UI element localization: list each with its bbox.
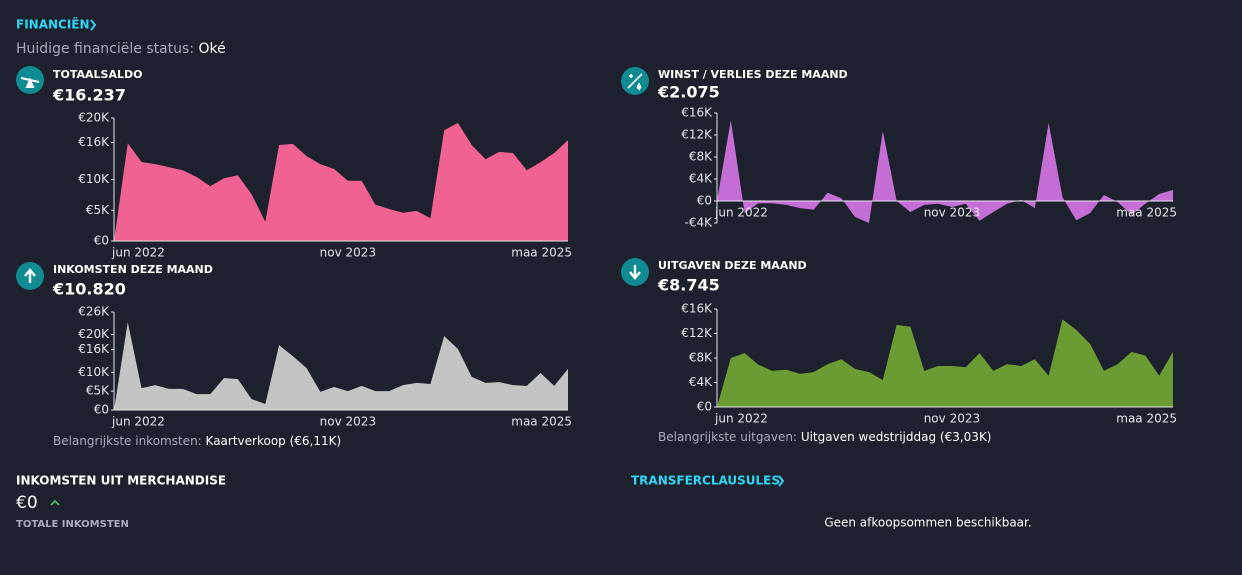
x-tick-label: maa 2025	[511, 415, 572, 429]
y-tick-label: €26K	[78, 305, 110, 319]
panel-amount: €16.237	[52, 86, 126, 105]
y-tick-label: €16K	[78, 342, 110, 356]
note-label: Belangrijkste inkomsten:	[53, 434, 202, 448]
y-tick-label: -€4K	[685, 216, 714, 230]
y-tick-label: €20K	[78, 327, 110, 341]
x-tick-label: jun 2022	[714, 206, 768, 220]
x-tick-label: nov 2023	[924, 206, 980, 220]
note: Belangrijkste uitgaven: Uitgaven wedstri…	[658, 430, 992, 444]
chevron[interactable]	[90, 19, 97, 31]
y-tick-label: €4K	[689, 375, 713, 389]
merch-title: INKOMSTEN UIT MERCHANDISE	[16, 474, 226, 488]
x-tick-label: nov 2023	[320, 415, 376, 429]
area	[114, 322, 568, 410]
panel-amount: €10.820	[52, 280, 126, 299]
y-tick-label: €16K	[681, 106, 713, 120]
y-tick-label: €8K	[689, 150, 713, 164]
icon-expense	[621, 258, 649, 286]
y-tick-label: €16K	[78, 135, 110, 149]
x-tick-label: jun 2022	[111, 415, 165, 429]
note: Belangrijkste inkomsten: Kaartverkoop (€…	[53, 434, 341, 448]
y-tick-label: €0	[94, 403, 109, 417]
section-title[interactable]: FINANCIËN	[16, 17, 90, 32]
note-label: Belangrijkste uitgaven:	[658, 430, 797, 444]
x-tick-label: jun 2022	[714, 412, 768, 426]
status: Huidige financiële status: Oké	[16, 41, 226, 57]
status-label: Huidige financiële status:	[16, 41, 194, 57]
icon-profit-loss	[621, 67, 649, 95]
area	[114, 122, 568, 241]
icon-income	[16, 262, 44, 290]
x-tick-label: jun 2022	[111, 246, 165, 260]
area	[717, 120, 1173, 223]
note-value: Kaartverkoop (€6,11K)	[206, 434, 342, 448]
y-tick-label: €16K	[681, 302, 713, 316]
y-tick-label: €0	[697, 400, 712, 414]
x-tick-label: maa 2025	[1116, 412, 1177, 426]
merch-caption: TOTALE INKOMSTEN	[16, 519, 129, 530]
y-tick-label: €12K	[681, 326, 713, 340]
y-tick-label: €10K	[78, 365, 110, 379]
y-tick-label: €0	[697, 194, 712, 208]
panel-title: TOTAALSALDO	[53, 68, 142, 81]
transfer-message: Geen afkoopsommen beschikbaar.	[824, 516, 1031, 530]
transfer-title[interactable]: TRANSFERCLAUSULES	[631, 474, 780, 488]
y-tick-label: €5K	[86, 203, 110, 217]
y-tick-label: €4K	[689, 172, 713, 186]
x-tick-label: maa 2025	[1116, 206, 1177, 220]
icon-balance	[16, 66, 44, 94]
panel-title: WINST / VERLIES DEZE MAAND	[658, 68, 848, 81]
y-tick-label: €12K	[681, 128, 713, 142]
x-tick-label: maa 2025	[511, 246, 572, 260]
panel-amount: €8.745	[657, 276, 720, 295]
merch-amount: €0	[16, 493, 38, 513]
y-tick-label: €8K	[689, 351, 713, 365]
y-tick-label: €10K	[78, 172, 110, 186]
panel-amount: €2.075	[657, 83, 720, 102]
y-tick-label: €5K	[86, 384, 110, 398]
panel-title: UITGAVEN DEZE MAAND	[658, 259, 807, 272]
note-value: Uitgaven wedstrijddag (€3,03K)	[801, 430, 992, 444]
y-tick-label: €0	[94, 234, 109, 248]
status-value: Oké	[199, 41, 226, 57]
panel-title: INKOMSTEN DEZE MAAND	[53, 263, 213, 276]
x-tick-label: nov 2023	[320, 246, 376, 260]
y-tick-label: €20K	[78, 111, 110, 125]
area	[717, 319, 1173, 407]
trend-icon	[50, 499, 60, 506]
x-tick-label: nov 2023	[924, 412, 980, 426]
chevron[interactable]	[778, 475, 785, 487]
